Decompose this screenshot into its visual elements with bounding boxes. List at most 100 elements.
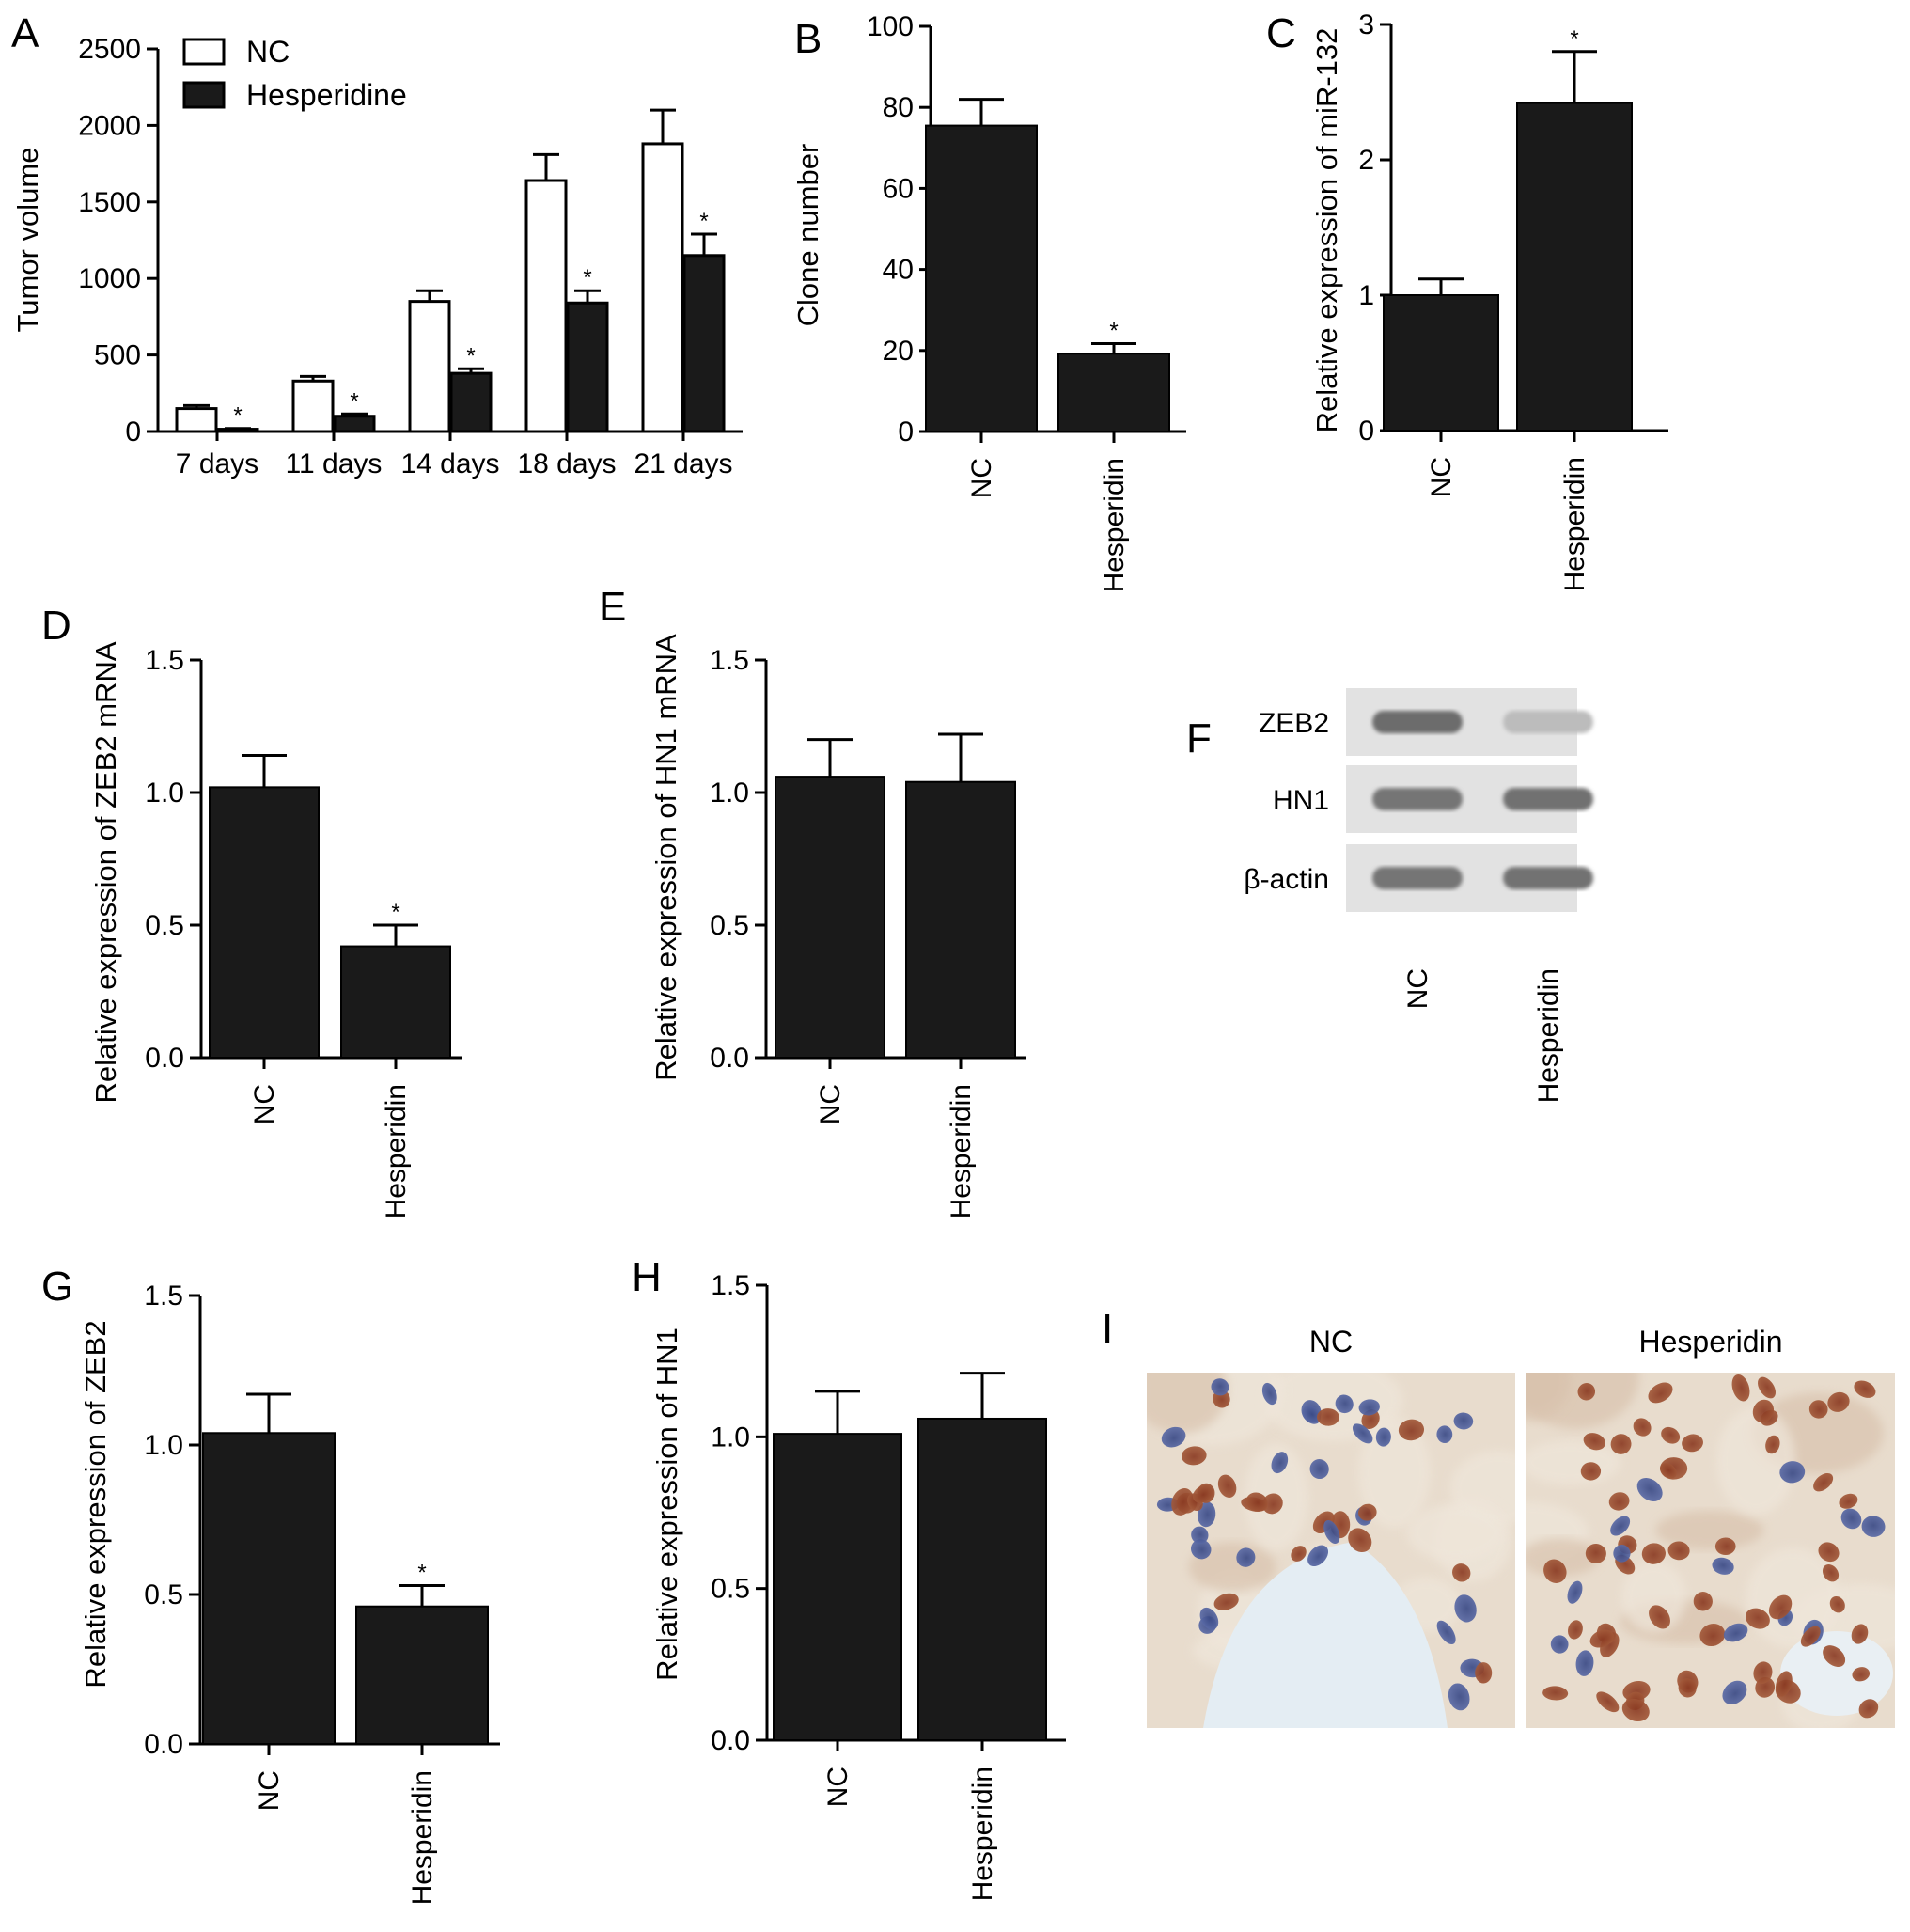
bar: [202, 1432, 336, 1746]
tissue-area: [1147, 1373, 1515, 1728]
legend-label: Hesperidine: [246, 78, 407, 112]
stained-nucleus: [1693, 1592, 1713, 1611]
y-tick-label: 0.0: [710, 1043, 749, 1074]
counterstained-nucleus: [1335, 1394, 1354, 1414]
stroma: [1357, 1416, 1431, 1529]
stained-nucleus: [1758, 1376, 1777, 1399]
y-axis-label: Relative expression of HN1: [650, 1327, 683, 1681]
histology-image: NC: [1147, 1325, 1515, 1728]
legend: NC Hesperidine: [182, 35, 407, 112]
histology-image: Hesperidin: [1526, 1325, 1895, 1728]
y-tick-label: 0: [125, 416, 141, 448]
stained-nucleus: [1641, 1543, 1666, 1564]
bar: [641, 142, 684, 433]
x-tick-label: Hesperidin: [1559, 457, 1590, 591]
chart-panel-C: 0 1 2 3 C Relative expression of miR-132 NC * He…: [1266, 9, 1668, 591]
stained-nucleus: [1682, 1434, 1703, 1453]
x-tick-label: NC: [1426, 457, 1457, 497]
counterstained-nucleus: [1236, 1547, 1256, 1567]
stroma: [1716, 1406, 1796, 1516]
y-axis-label: Clone number: [791, 144, 824, 327]
bar: [340, 945, 451, 1059]
stained-nucleus: [1648, 1382, 1673, 1404]
stained-nucleus: [1245, 1492, 1268, 1512]
chart-panel-B: 0 20 40 60 80 100 B Clone number NC * Hesperidin: [791, 11, 1186, 592]
stained-nucleus: [1714, 1537, 1736, 1556]
bar: [524, 179, 568, 433]
blot-band: [1372, 711, 1463, 733]
stained-nucleus: [1829, 1595, 1845, 1613]
counterstained-nucleus: [1840, 1508, 1862, 1530]
bar: [1383, 294, 1499, 432]
bar: [1057, 353, 1170, 432]
y-tick-label: 1.0: [710, 778, 749, 809]
stained-nucleus: [1765, 1435, 1780, 1454]
stained-nucleus: [1851, 1624, 1869, 1644]
bar: [355, 1605, 489, 1745]
stained-nucleus: [1610, 1434, 1632, 1454]
significance-label: *: [699, 209, 708, 234]
bar: [209, 786, 320, 1059]
bar: [566, 301, 609, 433]
significance-label: *: [417, 1560, 426, 1585]
stained-nucleus: [1291, 1546, 1307, 1562]
stained-nucleus: [1731, 1374, 1750, 1402]
panel-letter-A: A: [11, 10, 39, 56]
x-tick-label: 7 days: [176, 448, 258, 479]
y-tick-label: 2000: [78, 110, 141, 141]
histology-panel: I NC Hesperidin: [1102, 1306, 1895, 1728]
bar: [291, 379, 335, 433]
histology-label: NC: [1309, 1325, 1353, 1359]
x-tick-label: 14 days: [400, 448, 499, 479]
counterstained-nucleus: [1448, 1683, 1470, 1711]
x-tick-label: 21 days: [634, 448, 732, 479]
stained-nucleus: [1596, 1691, 1620, 1713]
y-axis-label: Relative expression of ZEB2: [79, 1320, 112, 1688]
y-axis-label: Relative expression of miR-132: [1310, 28, 1343, 433]
bar: [175, 407, 218, 433]
y-tick-label: 3: [1358, 9, 1374, 40]
counterstained-nucleus: [1861, 1516, 1886, 1537]
counterstained-nucleus: [1352, 1423, 1373, 1444]
stained-nucleus: [1768, 1594, 1793, 1620]
stained-nucleus: [1348, 1528, 1372, 1553]
stroma: [1147, 1373, 1228, 1435]
panel-letter-C: C: [1266, 10, 1296, 56]
y-tick-label: 2: [1358, 145, 1374, 176]
chart-panel-H: 0.0 0.5 1.0 1.5 H Relative expression of HN1 N…: [632, 1254, 1066, 1901]
counterstained-nucleus: [1271, 1452, 1289, 1474]
significance-label: *: [466, 343, 475, 369]
stained-nucleus: [1181, 1446, 1207, 1466]
blot-band: [1503, 711, 1593, 733]
x-tick-label: Hesperidin: [1099, 458, 1130, 592]
stained-nucleus: [1171, 1487, 1194, 1516]
blot-band: [1503, 867, 1593, 889]
stained-nucleus: [1262, 1493, 1283, 1515]
bar: [773, 1433, 902, 1742]
stained-nucleus: [1818, 1542, 1840, 1563]
stained-nucleus: [1854, 1380, 1876, 1398]
stained-nucleus: [1661, 1426, 1681, 1444]
y-tick-label: 0.5: [710, 910, 749, 941]
x-tick-label: NC: [254, 1770, 285, 1811]
counterstained-nucleus: [1191, 1526, 1209, 1545]
panel-letter-D: D: [41, 603, 71, 649]
y-tick-label: 1.5: [145, 645, 184, 676]
y-tick-label: 100: [867, 11, 914, 42]
stroma: [1620, 1561, 1686, 1633]
counterstained-nucleus: [1323, 1519, 1340, 1545]
bar: [408, 300, 451, 433]
blot-row-label: β-actin: [1244, 864, 1329, 895]
tissue-area: [1526, 1373, 1895, 1728]
significance-label: *: [391, 900, 399, 925]
panel-letter-F: F: [1186, 715, 1212, 762]
blot-band: [1372, 788, 1463, 810]
bar: [775, 776, 885, 1060]
stained-nucleus: [1577, 1383, 1596, 1401]
x-tick-label: NC: [249, 1084, 280, 1124]
western-blot-panel: F ZEB2 HN1 β-actin NC Hesperidin: [1186, 688, 1593, 1103]
counterstained-nucleus: [1309, 1459, 1329, 1480]
y-tick-label: 0.5: [711, 1574, 750, 1605]
stained-nucleus: [1808, 1400, 1828, 1419]
